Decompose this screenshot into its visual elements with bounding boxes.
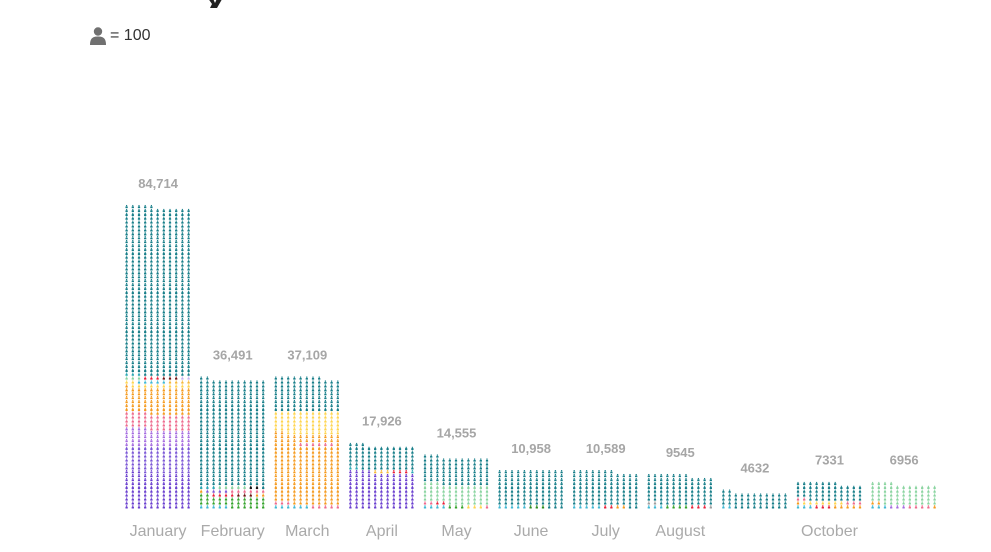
- legend: = 100: [89, 27, 150, 45]
- title-fragment: [205, 0, 285, 8]
- value-label: 10,589: [586, 441, 626, 456]
- tick-label: July: [591, 523, 619, 540]
- bar-june: [498, 470, 563, 509]
- bar-november: [871, 481, 936, 509]
- bar-september: [722, 489, 787, 509]
- legend-label: = 100: [110, 27, 151, 44]
- value-label: 37,109: [287, 347, 327, 362]
- tick-label: June: [514, 523, 549, 540]
- title-descender-glyph: [209, 0, 222, 8]
- tick-label: January: [130, 523, 187, 540]
- tick-label: April: [366, 523, 398, 540]
- value-label: 7331: [815, 453, 844, 468]
- value-label: 14,555: [437, 425, 477, 440]
- tick-label: October: [801, 523, 859, 540]
- value-label: 10,958: [511, 441, 551, 456]
- bar-august: [647, 473, 712, 509]
- x-axis-ticks: January February March April May June July Augu…: [130, 523, 859, 540]
- value-label: 4632: [740, 461, 769, 476]
- bar-february: [200, 376, 265, 509]
- tick-label: May: [441, 523, 471, 540]
- bar-april: [349, 442, 414, 509]
- value-label: 36,491: [213, 347, 253, 362]
- value-label: 6956: [890, 453, 919, 468]
- person-icon: [90, 27, 106, 45]
- tick-label: February: [201, 523, 265, 540]
- bar-july: [573, 470, 638, 509]
- value-label: 17,926: [362, 414, 402, 429]
- value-labels: 84,714 36,491 37,109 17,926 14,555 10,958 10,5…: [138, 176, 918, 476]
- value-label: 9545: [666, 445, 695, 460]
- tick-label: March: [285, 523, 329, 540]
- tick-label: August: [655, 523, 705, 540]
- bar-march: [274, 376, 339, 509]
- bar-october: [796, 481, 862, 509]
- bar-may: [423, 454, 489, 509]
- bar-january: [125, 204, 190, 509]
- value-label: 84,714: [138, 176, 179, 191]
